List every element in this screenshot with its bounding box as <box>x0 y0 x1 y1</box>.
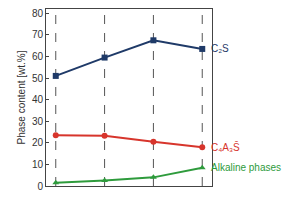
svg-text:30: 30 <box>32 116 44 127</box>
svg-text:80: 80 <box>32 8 44 19</box>
svg-text:60: 60 <box>32 51 44 62</box>
svg-text:C₄A₃S̄: C₄A₃S̄ <box>211 141 240 153</box>
svg-text:40: 40 <box>32 94 44 105</box>
svg-text:50: 50 <box>32 73 44 84</box>
svg-text:Phase content [wt.%]: Phase content [wt.%] <box>16 50 27 144</box>
svg-text:0: 0 <box>37 181 43 192</box>
svg-text:C₂S: C₂S <box>211 43 229 54</box>
svg-text:Alkaline phases: Alkaline phases <box>211 162 281 173</box>
svg-text:20: 20 <box>32 137 44 148</box>
svg-text:10: 10 <box>32 159 44 170</box>
svg-text:70: 70 <box>32 29 44 40</box>
